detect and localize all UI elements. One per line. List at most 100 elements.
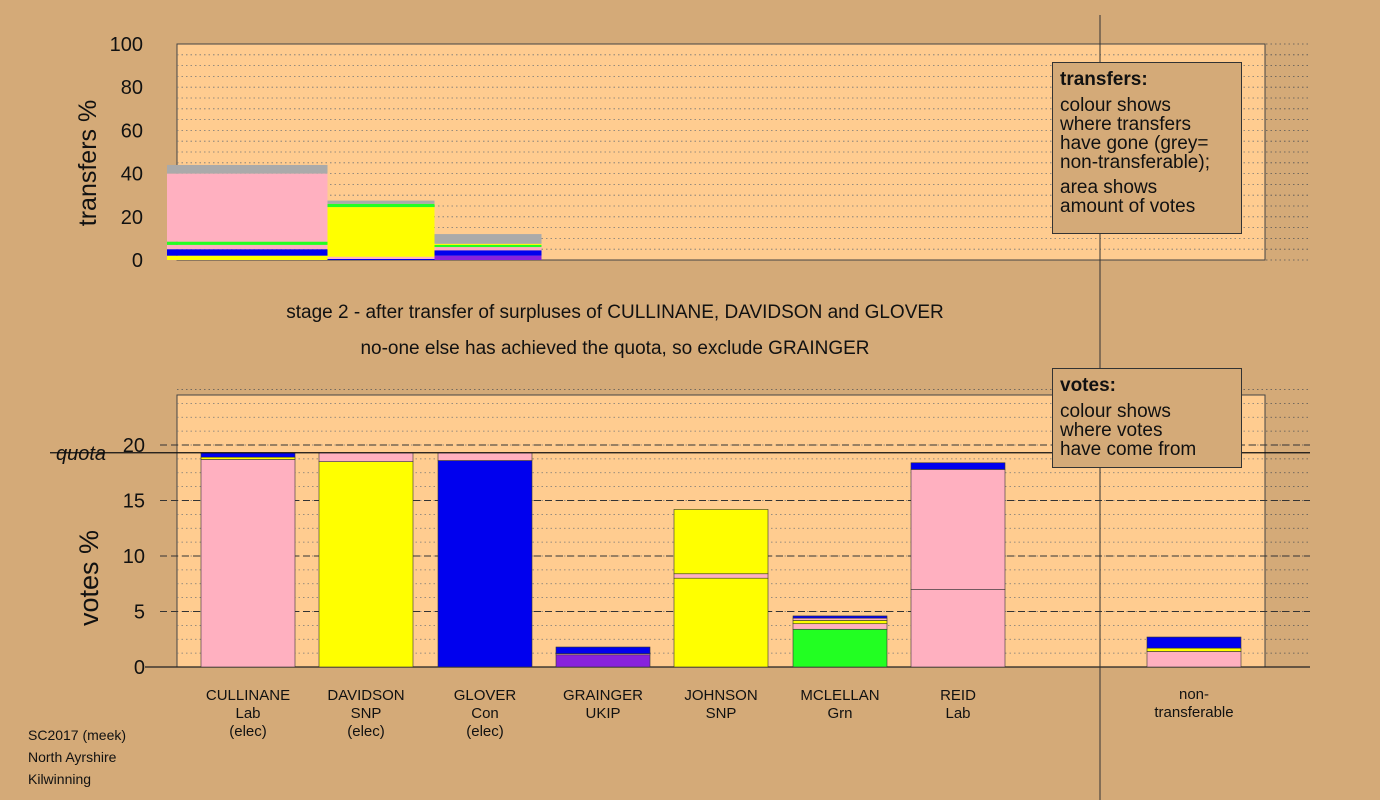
transfer-segment [327, 200, 435, 204]
vote-segment [318, 452, 414, 462]
transfers-legend-line: area shows [1060, 177, 1158, 198]
candidate-label: non-transferable [1134, 686, 1254, 722]
vote-segment [1146, 647, 1242, 652]
votes-legend: votes: colour shows where votes have com… [1052, 368, 1242, 468]
vote-segment [1146, 651, 1242, 668]
transfers-legend-line: where transfers [1060, 114, 1191, 135]
transfer-segment [434, 255, 542, 260]
stage-subcaption: no-one else has achieved the quota, so e… [360, 338, 870, 359]
footer: SC2017 (meek) North Ayrshire Kilwinning [28, 724, 126, 790]
y-tick-label: 15 [123, 491, 145, 513]
candidate-party: Lab [945, 705, 971, 722]
candidate-party: SNP [705, 705, 737, 722]
vote-segment [200, 456, 296, 460]
candidate-label: CULLINANE Lab (elec) [188, 687, 308, 741]
transfer-segment [327, 256, 435, 259]
candidate-label: REID Lab [898, 687, 1018, 723]
candidate-party: Con [471, 705, 499, 722]
candidate-party: Lab [235, 705, 261, 722]
transfer-segment [434, 244, 542, 248]
vote-segment [200, 459, 296, 668]
quota-label: quota [56, 443, 106, 465]
votes-axis-label: votes % [74, 530, 104, 626]
vote-segment [437, 460, 533, 668]
vote-segment [792, 617, 888, 621]
votes-legend-line: have come from [1060, 439, 1197, 460]
vote-segment [673, 577, 769, 668]
transfer-segment [434, 234, 542, 244]
candidate-label: GRAINGER UKIP [543, 687, 663, 723]
candidate-name: non- [1178, 686, 1210, 703]
y-tick-label: 0 [132, 250, 143, 272]
vote-segment [792, 615, 888, 619]
vote-segment [555, 654, 651, 668]
transfers-legend-line: amount of votes [1060, 196, 1196, 217]
candidate-name: GLOVER [453, 687, 517, 704]
transfer-segment [167, 173, 328, 242]
stage-caption: stage 2 - after transfer of surpluses of… [286, 302, 944, 323]
candidate-status: (elec) [347, 723, 385, 740]
candidate-name: CULLINANE [205, 687, 291, 704]
y-tick-label: 10 [123, 546, 145, 568]
candidate-name: JOHNSON [684, 687, 758, 704]
transfer-segment [167, 255, 328, 260]
footer-ward: Kilwinning [28, 771, 92, 787]
transfer-segment [434, 250, 542, 256]
vote-segment [673, 573, 769, 579]
vote-segment [318, 461, 414, 668]
transfer-segment [167, 164, 328, 174]
vote-segment [910, 588, 1006, 668]
candidate-status: (elec) [466, 723, 504, 740]
footer-council: North Ayrshire [28, 749, 117, 765]
transfer-segment [167, 241, 328, 245]
vote-segment [1146, 636, 1242, 649]
y-tick-label: 20 [121, 207, 143, 229]
candidate-party: Grn [827, 705, 853, 722]
candidate-name: DAVIDSON [327, 687, 405, 704]
transfer-segment [327, 207, 435, 257]
footer-method: SC2017 (meek) [28, 727, 127, 743]
transfers-legend-line: have gone (grey= [1060, 133, 1209, 154]
y-tick-label: 60 [121, 120, 143, 142]
transfer-segment [434, 243, 542, 245]
y-tick-label: 0 [134, 657, 145, 679]
y-tick-label: 20 [123, 435, 145, 457]
vote-segment [437, 452, 533, 461]
transfer-segment [327, 258, 435, 260]
vote-segment [555, 646, 651, 654]
candidate-party: transferable [1154, 704, 1234, 721]
transfer-segment [434, 247, 542, 251]
transfers-legend: transfers: colour shows where transfers … [1052, 62, 1242, 234]
y-tick-label: 40 [121, 164, 143, 186]
vote-segment [792, 628, 888, 668]
candidate-label: MCLELLAN Grn [780, 687, 900, 723]
vote-segment [910, 469, 1006, 590]
vote-segment [792, 620, 888, 625]
y-tick-label: 80 [121, 77, 143, 99]
candidate-status: (elec) [229, 723, 267, 740]
vote-segment [673, 509, 769, 575]
candidate-label: JOHNSON SNP [661, 687, 781, 723]
candidate-label: DAVIDSON SNP (elec) [306, 687, 426, 741]
vote-segment [792, 623, 888, 630]
vote-segment [910, 462, 1006, 470]
candidate-party: UKIP [585, 705, 621, 722]
votes-legend-line: colour shows [1060, 401, 1171, 422]
transfer-segment [167, 249, 328, 256]
y-tick-label: 5 [134, 602, 145, 624]
transfer-segment [167, 244, 328, 250]
candidate-label: GLOVER Con (elec) [425, 687, 545, 741]
votes-legend-line: where votes [1060, 420, 1163, 441]
transfers-legend-line: non-transferable); [1060, 152, 1210, 173]
candidate-name: GRAINGER [562, 687, 643, 704]
candidate-party: SNP [350, 705, 382, 722]
transfers-legend-title: transfers: [1060, 69, 1148, 90]
transfers-axis-label: transfers % [74, 100, 102, 226]
transfer-segment [327, 203, 435, 208]
vote-segment [200, 452, 296, 458]
candidate-name: MCLELLAN [800, 687, 880, 704]
votes-legend-title: votes: [1060, 375, 1116, 396]
transfers-legend-line: colour shows [1060, 95, 1171, 116]
y-tick-label: 100 [110, 34, 143, 56]
